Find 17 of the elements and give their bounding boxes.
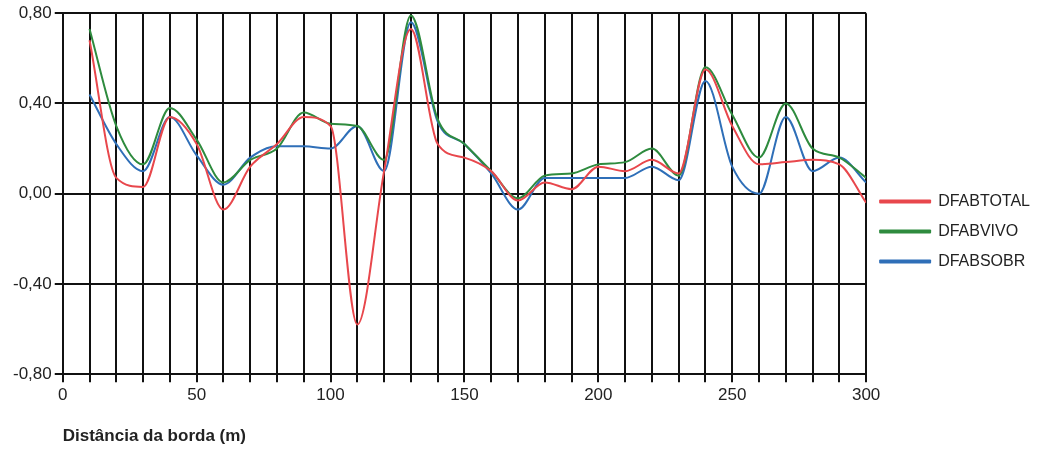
x-tick-label: 250	[718, 385, 747, 405]
x-tick-label: 150	[450, 385, 479, 405]
x-tick-label: 200	[584, 385, 613, 405]
x-tick-label: 100	[316, 385, 345, 405]
line-series	[88, 27, 867, 326]
x-tick-label: 300	[851, 385, 881, 405]
y-tick-label: 0,00	[18, 183, 52, 203]
y-tick-label: 0,40	[18, 93, 52, 113]
y-tick-label: -0,40	[13, 273, 52, 293]
x-tick-label: 50	[187, 385, 207, 405]
y-tick-label: 0,80	[18, 2, 52, 22]
x-tick-label: 0	[58, 385, 68, 405]
legend-label: DFABVIVO	[938, 221, 1019, 239]
legend-label: DFABSOBR	[938, 251, 1026, 269]
x-axis-title: Distância da borda (m)	[62, 426, 247, 446]
y-tick-label: -0,80	[13, 363, 52, 383]
legend-label: DFABTOTAL	[938, 191, 1031, 209]
